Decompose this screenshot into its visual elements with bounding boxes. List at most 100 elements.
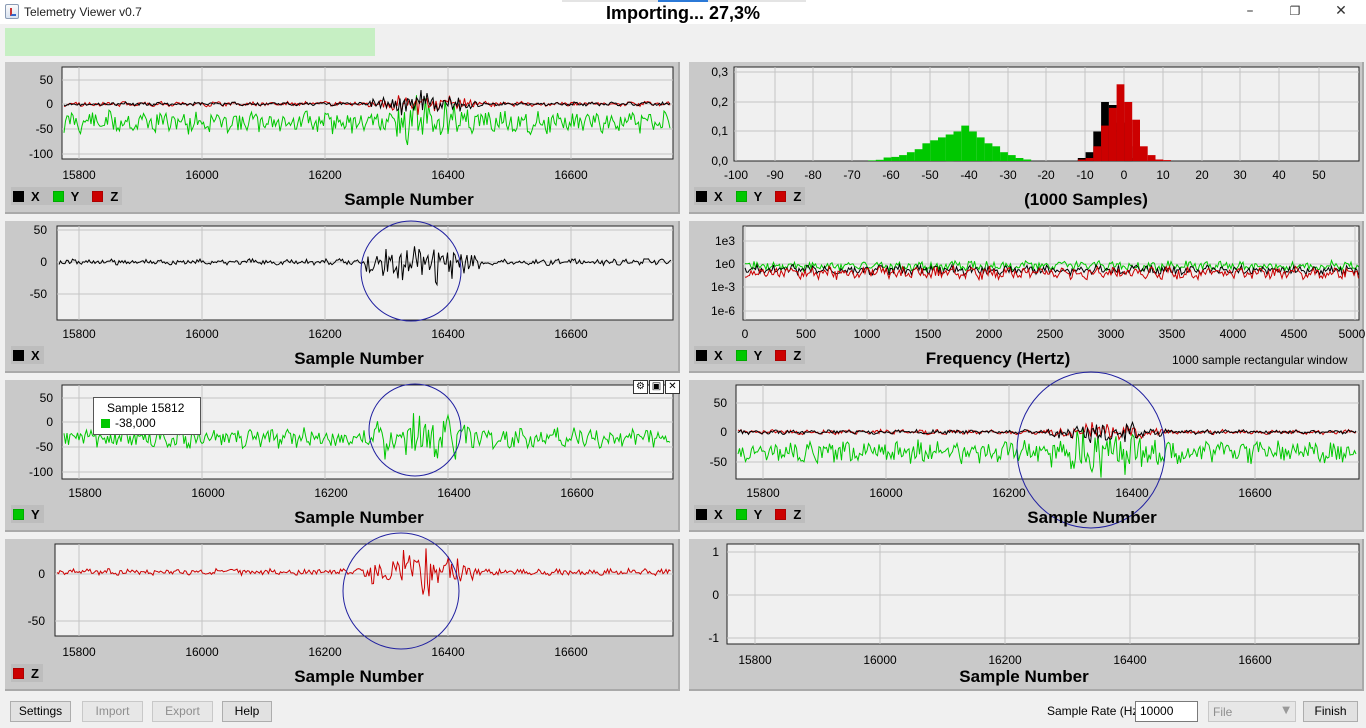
x-tick-label: 16600 <box>554 168 588 182</box>
restore-button[interactable]: ❐ <box>1289 4 1301 18</box>
x-tick-label: 16200 <box>308 645 342 659</box>
histogram-bar <box>1093 146 1102 162</box>
trace-z <box>56 548 671 597</box>
y-tick-label: -50 <box>28 614 46 628</box>
x-tick-label: 16600 <box>1238 653 1272 667</box>
import-button[interactable]: Import <box>82 701 143 722</box>
export-button[interactable]: Export <box>152 701 213 722</box>
trace-x <box>63 89 671 116</box>
histogram-chart: 0,3 0,2 0,1 0,0 -100 -90 -80 -70 -60 -50 -40 -3… <box>711 65 1360 209</box>
y-tick-label: 50 <box>34 223 48 237</box>
x-tick-label: 20 <box>1195 168 1209 182</box>
title-bar: Telemetry Viewer v0.7 – ❐ ✕ <box>0 0 1366 24</box>
chart-panel-fft[interactable]: 1e3 1e0 1e-3 1e-6 0 500 1000 1500 2000 2500 30… <box>689 221 1366 373</box>
sample-rate-label: Sample Rate (Hz) <box>1047 704 1143 718</box>
histogram-bar <box>1015 158 1024 161</box>
histogram-bar <box>1147 155 1156 161</box>
fft-chart: 1e3 1e0 1e-3 1e-6 0 500 1000 1500 2000 2500 30… <box>711 225 1366 368</box>
x-axis-title: Sample Number <box>294 508 424 527</box>
x-tick-label: 16400 <box>431 645 465 659</box>
histogram-bar <box>1000 152 1008 161</box>
chart-panel-empty[interactable]: 1 0 -1 15800 16000 16200 16400 16600 Sam… <box>689 539 1364 691</box>
histogram-bar <box>883 157 892 161</box>
x-tick-label: 15800 <box>62 645 96 659</box>
xyz-combined-chart: 50 0 -50 15800 16000 16200 16400 16600 S… <box>710 371 1360 529</box>
highlight-circle <box>1016 371 1166 529</box>
x-tick-label: 16400 <box>1115 486 1149 500</box>
legend: X <box>11 346 44 364</box>
chart-panel-z[interactable]: 0 -50 15800 16000 16200 16400 16600 Samp… <box>5 532 680 691</box>
highlight-circle <box>342 532 460 650</box>
sample-rate-input[interactable]: 10000 <box>1135 701 1198 722</box>
x-tick-label: -100 <box>724 168 748 182</box>
help-button[interactable]: Help <box>222 701 272 722</box>
x-tick-label: 16200 <box>308 168 342 182</box>
chart-panel-x[interactable]: 50 0 -50 15800 16000 16200 16400 16600 S… <box>5 220 680 373</box>
x-tick-label: 16600 <box>554 327 588 341</box>
histogram-bar <box>945 134 954 162</box>
x-tick-label: -30 <box>999 168 1017 182</box>
histogram-bar <box>1101 125 1109 161</box>
x-tick-label: 16600 <box>1238 486 1272 500</box>
close-icon[interactable]: ✕ <box>665 380 680 394</box>
x-tick-label: -90 <box>766 168 784 182</box>
legend: X Y Z <box>694 346 806 364</box>
x-tick-label: -10 <box>1076 168 1094 182</box>
x-tick-label: -60 <box>882 168 900 182</box>
y-tick-label: 1e0 <box>715 257 735 271</box>
y-tick-label: 0 <box>712 588 719 602</box>
x-tick-label: 16200 <box>988 653 1022 667</box>
x-tick-label: 0 <box>742 327 749 341</box>
x-tick-label: 16400 <box>1113 653 1147 667</box>
x-tick-label: 16600 <box>554 645 588 659</box>
histogram-bar <box>1108 107 1117 161</box>
finish-button[interactable]: Finish <box>1303 701 1358 722</box>
x-tick-label: -40 <box>960 168 978 182</box>
y-tick-label: 50 <box>40 73 54 87</box>
x-tick-label: 10 <box>1156 168 1170 182</box>
trace-z <box>737 422 1357 441</box>
x-tick-label: 16000 <box>185 327 219 341</box>
histogram-bar <box>891 156 900 161</box>
x-axis-title: Sample Number <box>294 349 424 368</box>
y-tick-label: -100 <box>29 147 53 161</box>
x-tick-label: 15800 <box>62 327 96 341</box>
histogram-bar <box>1085 158 1094 161</box>
histogram-bar <box>922 143 931 161</box>
legend-item-x: X <box>13 348 40 363</box>
maximize-icon[interactable]: ▣ <box>649 380 664 394</box>
y-tick-label: 50 <box>714 396 728 410</box>
histogram-bar <box>1124 102 1133 161</box>
tooltip-swatch <box>101 419 110 428</box>
progress-fill <box>5 28 376 56</box>
chart-panel-histogram[interactable]: 0,3 0,2 0,1 0,0 -100 -90 -80 -70 -60 -50 -40 -3… <box>689 62 1364 214</box>
close-button[interactable]: ✕ <box>1335 3 1347 19</box>
minimize-button[interactable]: – <box>1246 3 1254 19</box>
legend-item-z: Z <box>13 666 39 681</box>
legend-item-x: X <box>696 507 723 522</box>
histogram-bar <box>992 146 1001 162</box>
y-tick-label: 0 <box>38 567 45 581</box>
histogram-bar <box>1163 160 1171 161</box>
x-tick-label: -70 <box>843 168 861 182</box>
source-select[interactable]: File ▼ <box>1208 701 1296 722</box>
y-tick-label: -50 <box>36 122 54 136</box>
trace-y <box>737 427 1357 478</box>
legend: Y <box>11 505 44 523</box>
y-tick-label: -100 <box>29 465 53 479</box>
x-tick-label: 50 <box>1312 168 1326 182</box>
histogram-bar <box>1093 131 1102 161</box>
highlight-circle <box>368 383 462 477</box>
gear-icon[interactable]: ⚙ <box>633 380 648 394</box>
histogram-bar <box>976 137 985 161</box>
legend-item-x: X <box>696 348 723 363</box>
chart-panel-y[interactable]: 50 0 -50 -100 15800 16000 16200 16400 16… <box>5 380 680 532</box>
chart-panel-xyz-combined[interactable]: 50 0 -50 15800 16000 16200 16400 16600 S… <box>689 371 1364 532</box>
x-tick-label: 16200 <box>314 486 348 500</box>
window-title: Telemetry Viewer v0.7 <box>24 5 142 19</box>
settings-button[interactable]: Settings <box>10 701 71 722</box>
x-tick-label: 16200 <box>308 327 342 341</box>
x-tick-label: 15800 <box>746 486 780 500</box>
chart-panel-xyz-time[interactable]: 50 0 -50 -100 15800 16000 16200 16400 16… <box>5 62 680 214</box>
histogram-bar <box>1007 155 1016 161</box>
